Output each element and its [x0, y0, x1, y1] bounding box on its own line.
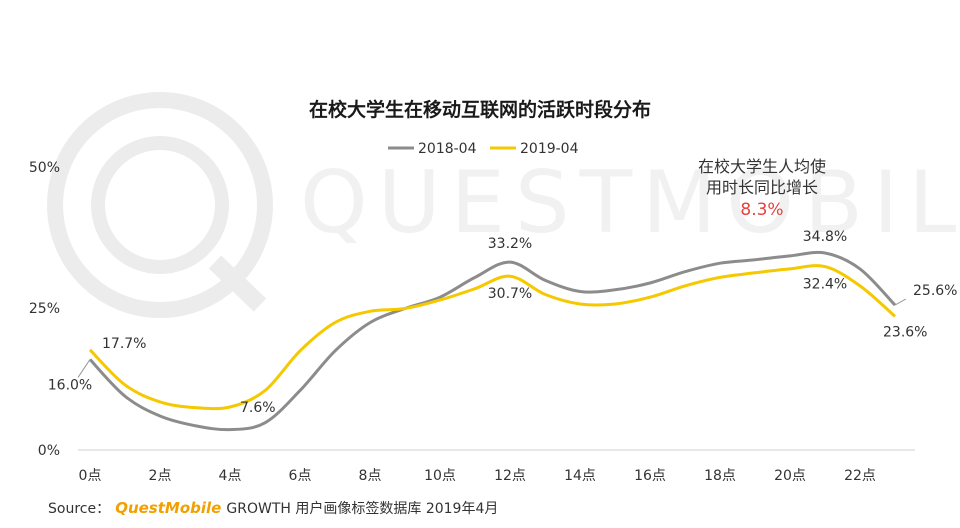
data-label-2018-04-23: 25.6%	[913, 283, 957, 299]
source-rest: GROWTH 用户画像标签数据库 2019年4月	[226, 500, 498, 517]
x-tick-2: 4点	[219, 468, 242, 484]
watermark: QUESTMOBILE	[47, 92, 960, 318]
data-label-2018-04-12: 33.2%	[488, 236, 532, 252]
watermark-tail	[208, 255, 267, 312]
legend-label-2019: 2019-04	[520, 141, 579, 157]
y-axis: 0% 25% 50%	[29, 160, 60, 459]
x-tick-5: 10点	[424, 468, 456, 484]
annotation-line-1: 在校大学生人均使	[698, 157, 826, 176]
y-tick-25: 25%	[29, 301, 60, 317]
legend-label-2018: 2018-04	[418, 141, 477, 157]
data-label-leader-0-0	[77, 359, 91, 378]
data-label-2019-04-21: 32.4%	[803, 277, 847, 293]
x-tick-1: 2点	[149, 468, 172, 484]
data-label-leader-0-23	[894, 298, 907, 306]
x-tick-8: 16点	[634, 468, 666, 484]
source-brand: QuestMobile	[115, 499, 221, 517]
x-tick-7: 14点	[564, 468, 596, 484]
data-label-2018-04-21: 34.8%	[803, 229, 847, 245]
y-tick-0: 0%	[38, 443, 60, 459]
data-label-2019-04-12: 30.7%	[488, 286, 532, 302]
x-tick-11: 22点	[844, 468, 876, 484]
data-label-2019-04-4: 7.6%	[240, 400, 276, 416]
series-line-2019-04	[88, 264, 896, 411]
y-tick-50: 50%	[29, 160, 60, 176]
watermark-ring-outer	[47, 92, 273, 318]
chart-title: 在校大学生在移动互联网的活跃时段分布	[309, 98, 651, 121]
x-tick-0: 0点	[79, 468, 102, 484]
x-tick-3: 6点	[289, 468, 312, 484]
x-tick-4: 8点	[359, 468, 382, 484]
data-label-2018-04-0: 16.0%	[48, 377, 92, 393]
x-tick-9: 18点	[704, 468, 736, 484]
data-label-2019-04-23: 23.6%	[883, 324, 927, 340]
watermark-ring-inner	[91, 136, 229, 274]
source-prefix: Source：	[48, 501, 110, 517]
series-lines	[88, 250, 897, 432]
data-label-2019-04-0: 17.7%	[102, 336, 146, 352]
x-axis-ticks: 0点 2点 4点 6点 8点 10点 12点 14点 16点 18点 20点 22点	[79, 468, 876, 484]
x-tick-6: 12点	[494, 468, 526, 484]
growth-annotation: 在校大学生人均使 用时长同比增长 8.3%	[698, 157, 826, 220]
watermark-text: QUESTMOBILE	[300, 153, 960, 253]
series-line-2018-04	[88, 250, 897, 432]
data-labels: 16.0% 17.7% 7.6% 33.2% 30.7% 34.8% 32.4% 25.6% 2…	[48, 229, 958, 416]
x-tick-10: 20点	[774, 468, 806, 484]
legend: 2018-04 2019-04	[388, 141, 579, 157]
source-line: Source： QuestMobile GROWTH 用户画像标签数据库 201…	[48, 498, 498, 517]
annotation-value: 8.3%	[740, 200, 783, 220]
annotation-line-2: 用时长同比增长	[706, 178, 818, 197]
